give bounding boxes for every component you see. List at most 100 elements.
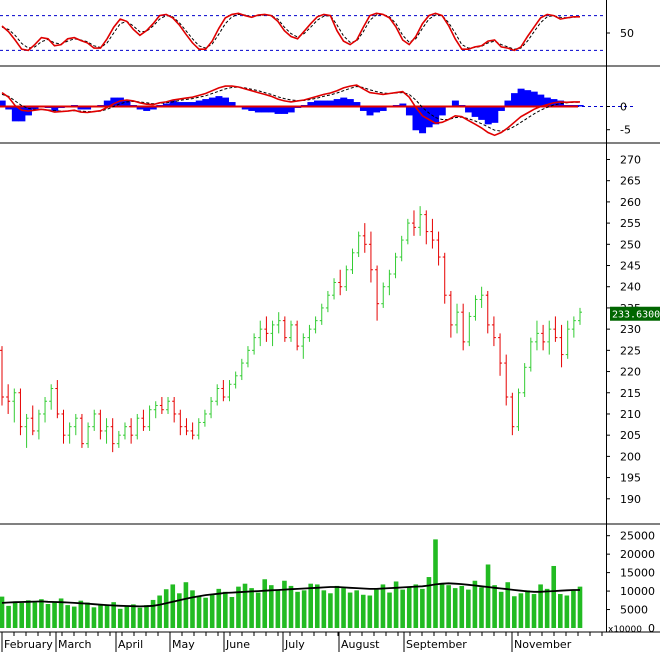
macd-histogram-bar	[524, 90, 532, 107]
volume-bar	[131, 604, 136, 628]
macd-histogram-bar	[346, 99, 354, 107]
macd-histogram-bar	[261, 106, 269, 113]
price-bar	[270, 320, 275, 347]
price-bar	[411, 210, 416, 236]
macd-histogram-bar	[0, 100, 6, 107]
volume-bar	[577, 586, 583, 628]
price-bar	[0, 346, 4, 406]
price-bar	[387, 269, 392, 296]
macd-histogram-bar	[18, 106, 26, 122]
price-bar	[325, 290, 330, 313]
price-bar	[571, 316, 576, 338]
volume-bar	[393, 581, 399, 628]
price-bar	[190, 422, 195, 440]
volume-bar	[557, 594, 563, 628]
volume-bar	[137, 607, 143, 628]
price-bar	[209, 397, 214, 419]
macd-histogram-bar	[557, 100, 564, 107]
price-tick-label: 255	[620, 217, 641, 230]
macd-histogram-bar	[511, 93, 519, 107]
macd-histogram-bar	[189, 102, 197, 107]
macd-histogram-bar	[287, 106, 295, 113]
volume-bar	[551, 565, 557, 628]
volume-bar	[236, 586, 241, 628]
price-bar	[393, 252, 398, 279]
volume-bar	[223, 591, 228, 628]
price-bar	[135, 413, 140, 440]
price-tick-label: 230	[620, 323, 641, 336]
volume-bar	[58, 598, 64, 628]
price-bar	[375, 265, 380, 321]
volume-bar	[91, 607, 97, 628]
price-bar	[344, 265, 349, 291]
volume-bar	[347, 592, 353, 628]
volume-bar	[295, 591, 300, 628]
price-tick-label: 270	[620, 153, 641, 166]
month-label: March	[58, 638, 92, 651]
volume-bar	[203, 597, 208, 628]
volume-bar	[387, 592, 392, 628]
volume-bar	[170, 584, 176, 628]
macd-histogram-bar	[116, 97, 124, 107]
macd-histogram-bar	[478, 106, 486, 120]
volume-bar	[321, 590, 327, 628]
price-bar	[30, 405, 35, 436]
volume-bar	[65, 605, 70, 628]
price-bar	[282, 316, 287, 342]
price-bar	[350, 248, 355, 274]
oscillator-panel: 50	[0, 12, 634, 52]
volume-bar	[525, 590, 530, 628]
volume-tick-label: 25000	[620, 530, 655, 543]
volume-bar	[314, 584, 320, 628]
price-bar	[430, 218, 435, 249]
price-bar	[178, 409, 183, 436]
price-bar	[49, 384, 54, 410]
macd-histogram-bar	[254, 106, 262, 113]
volume-bar	[104, 605, 110, 628]
volume-bar	[439, 582, 445, 628]
price-tick-label: 260	[620, 196, 641, 209]
macd-histogram-bar	[136, 106, 144, 110]
volume-bar	[45, 604, 51, 628]
price-bar	[313, 316, 318, 334]
volume-bar	[275, 589, 281, 628]
volume-bar	[544, 588, 550, 628]
macd-histogram-bar	[484, 106, 492, 125]
last-price-tag: 233.6300	[612, 310, 660, 321]
volume-bar	[111, 602, 116, 628]
volume-bar	[19, 602, 25, 628]
oscillator-tick-label: 50	[620, 27, 634, 40]
price-bar	[289, 320, 293, 342]
volume-bar	[85, 602, 90, 628]
macd-histogram-bar	[340, 97, 348, 107]
price-tick-label: 215	[620, 387, 641, 400]
price-bar	[368, 231, 373, 283]
price-bar	[61, 409, 66, 444]
macd-histogram-bar	[451, 100, 459, 107]
macd-histogram-bar	[110, 97, 118, 107]
price-bar	[258, 320, 263, 347]
price-bar	[467, 312, 472, 347]
price-bar	[252, 333, 257, 355]
price-bar	[418, 206, 423, 236]
volume-panel: 25000 20000 15000 10000 5000 x10000 0	[0, 530, 655, 635]
price-bar	[362, 223, 367, 253]
macd-tick-label: 0	[620, 101, 627, 114]
macd-histogram-bar	[149, 106, 157, 110]
price-bar	[424, 210, 429, 245]
price-bar	[129, 418, 134, 444]
macd-histogram-bar	[281, 106, 289, 114]
price-bar	[184, 418, 189, 436]
volume-bar	[380, 584, 386, 628]
volume-bar	[492, 585, 497, 628]
price-bar	[221, 380, 226, 402]
price-bar	[239, 358, 244, 381]
macd-histogram-bar	[504, 100, 512, 107]
volume-bar	[400, 589, 405, 628]
oscillator-main-line	[1, 12, 580, 52]
volume-bar	[328, 593, 333, 628]
price-bar	[227, 380, 232, 402]
macd-histogram-bar	[208, 97, 216, 107]
macd-tick-label: -5	[620, 124, 631, 137]
